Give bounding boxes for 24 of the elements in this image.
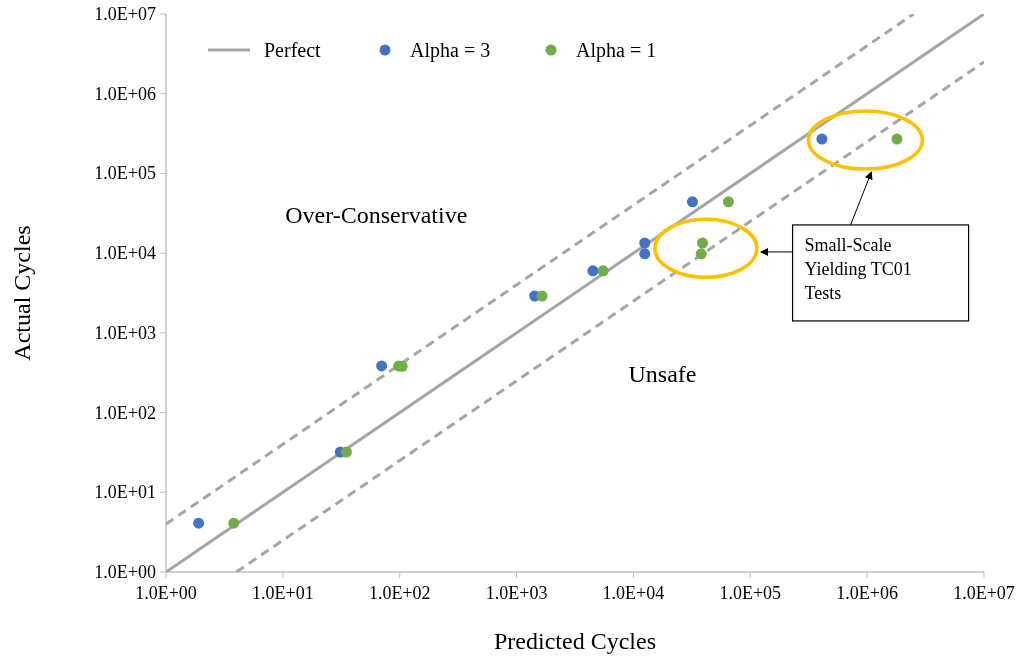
y-tick-label: 1.0E+03 (94, 322, 156, 343)
x-axis-title: Predicted Cycles (494, 628, 656, 654)
x-tick-label: 1.0E+00 (135, 583, 197, 603)
y-tick-label: 1.0E+04 (94, 243, 156, 264)
y-tick-label: 1.0E+05 (94, 163, 156, 184)
y-tick-label: 1.0E+00 (94, 562, 156, 582)
x-tick-label: 1.0E+06 (836, 583, 898, 603)
y-tick-label: 1.0E+07 (94, 4, 156, 24)
legend-label: Alpha = 3 (410, 39, 491, 62)
x-tick-label: 1.0E+02 (368, 583, 431, 603)
x-tick-label: 1.0E+01 (252, 583, 314, 603)
legend-label: Alpha = 1 (576, 39, 657, 62)
y-tick-label: 1.0E+02 (94, 402, 156, 423)
y-tick-label: 1.0E+06 (94, 83, 156, 104)
x-tick-label: 1.0E+07 (953, 583, 1015, 603)
annotation: Unsafe (628, 360, 697, 387)
x-tick-label: 1.0E+04 (602, 583, 665, 603)
annotation: Small-Scale Yielding TC01 Tests (804, 234, 912, 303)
y-tick-label: 1.0E+01 (94, 482, 156, 503)
legend-label: Perfect (264, 39, 322, 61)
y-axis-title: Actual Cycles (9, 225, 35, 361)
annotation: Over-Conservative (285, 201, 468, 228)
x-tick-label: 1.0E+03 (485, 583, 548, 603)
x-tick-label: 1.0E+05 (719, 583, 782, 603)
